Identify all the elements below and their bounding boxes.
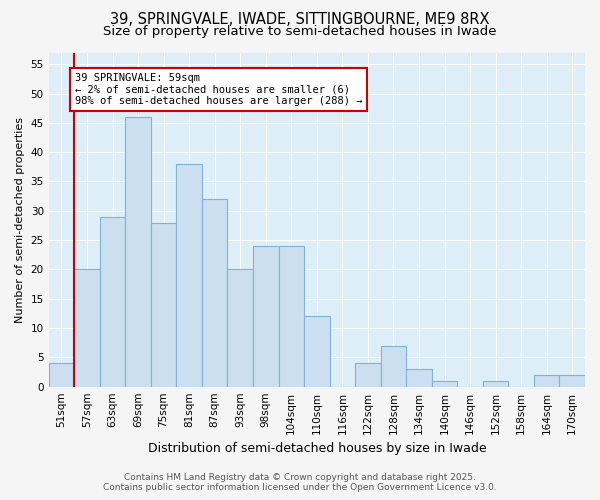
Bar xyxy=(278,246,304,386)
Bar xyxy=(100,216,125,386)
Bar xyxy=(176,164,202,386)
Bar xyxy=(227,270,253,386)
Bar xyxy=(125,117,151,386)
Bar xyxy=(483,381,508,386)
Bar xyxy=(253,246,278,386)
X-axis label: Distribution of semi-detached houses by size in Iwade: Distribution of semi-detached houses by … xyxy=(148,442,486,455)
Bar xyxy=(74,270,100,386)
Bar xyxy=(432,381,457,386)
Bar xyxy=(406,369,432,386)
Y-axis label: Number of semi-detached properties: Number of semi-detached properties xyxy=(15,116,25,322)
Bar xyxy=(304,316,329,386)
Text: 39, SPRINGVALE, IWADE, SITTINGBOURNE, ME9 8RX: 39, SPRINGVALE, IWADE, SITTINGBOURNE, ME… xyxy=(110,12,490,28)
Bar xyxy=(380,346,406,387)
Bar xyxy=(559,375,585,386)
Bar xyxy=(534,375,559,386)
Text: Contains HM Land Registry data © Crown copyright and database right 2025.
Contai: Contains HM Land Registry data © Crown c… xyxy=(103,473,497,492)
Text: 39 SPRINGVALE: 59sqm
← 2% of semi-detached houses are smaller (6)
98% of semi-de: 39 SPRINGVALE: 59sqm ← 2% of semi-detach… xyxy=(75,73,362,106)
Bar xyxy=(49,363,74,386)
Text: Size of property relative to semi-detached houses in Iwade: Size of property relative to semi-detach… xyxy=(103,25,497,38)
Bar xyxy=(355,363,380,386)
Bar xyxy=(151,222,176,386)
Bar xyxy=(202,199,227,386)
